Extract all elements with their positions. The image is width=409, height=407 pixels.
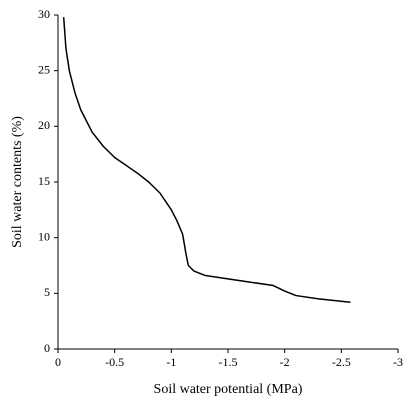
x-tick-label: 0 [55, 355, 61, 369]
x-tick-label: -0.5 [105, 355, 124, 369]
x-tick-label: -2 [280, 355, 290, 369]
y-tick-label: 5 [44, 285, 50, 299]
x-tick-label: -1.5 [219, 355, 238, 369]
y-tick-label: 25 [38, 62, 50, 76]
x-tick-label: -2.5 [332, 355, 351, 369]
y-tick-label: 20 [38, 118, 50, 132]
y-tick-label: 15 [38, 174, 50, 188]
x-axis-title: Soil water potential (MPa) [154, 382, 303, 397]
y-tick-label: 0 [44, 341, 50, 355]
y-tick-label: 30 [38, 7, 50, 21]
y-axis-title: Soil water contents (%) [10, 116, 25, 248]
x-tick-label: -1 [166, 355, 176, 369]
y-tick-label: 10 [38, 229, 50, 243]
x-tick-label: -3 [393, 355, 403, 369]
data-line [62, 17, 351, 303]
